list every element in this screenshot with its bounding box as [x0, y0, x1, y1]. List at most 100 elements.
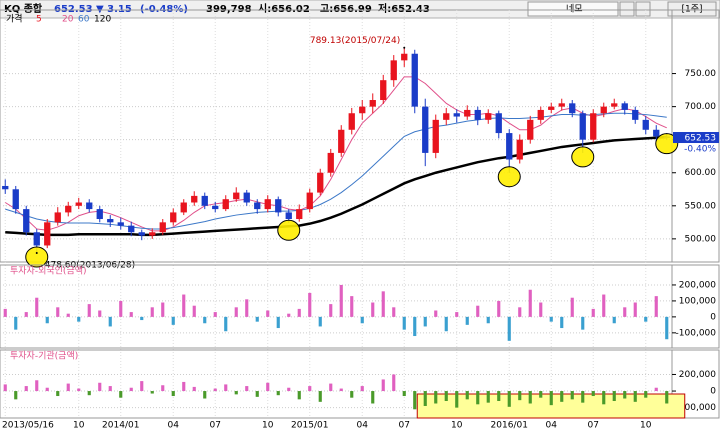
bar	[413, 391, 417, 410]
candle-body	[485, 113, 492, 120]
candle-body	[411, 53, 418, 107]
bar	[98, 310, 102, 317]
bar	[444, 316, 448, 332]
candle-body	[128, 225, 135, 233]
bar	[255, 391, 259, 397]
bar	[654, 387, 658, 392]
bar	[665, 316, 669, 340]
bar	[182, 381, 186, 392]
bar	[287, 387, 291, 392]
candle-body	[170, 212, 177, 223]
bar	[276, 391, 280, 396]
bar	[623, 391, 627, 399]
candle-body	[2, 185, 9, 190]
x-tick-label: 10	[451, 421, 463, 431]
bar	[402, 391, 406, 397]
candle-body	[275, 199, 282, 213]
candle-body	[390, 60, 397, 81]
bar	[360, 386, 364, 392]
bar	[329, 383, 333, 392]
bar	[497, 391, 501, 401]
highlight-circle	[655, 133, 679, 155]
candle-body	[359, 106, 366, 114]
y-tick-label: 750.00	[685, 69, 717, 79]
bar	[644, 391, 648, 398]
bar	[591, 391, 595, 397]
bar	[161, 385, 165, 392]
candle-body	[65, 205, 72, 213]
y-tick-label: 700.00	[685, 102, 717, 112]
candle-body	[464, 109, 471, 117]
bar	[108, 386, 112, 392]
ma-line	[5, 135, 667, 237]
bar	[623, 307, 627, 317]
bar	[528, 289, 532, 317]
candle-body	[443, 113, 450, 120]
bar	[45, 387, 49, 392]
bar	[287, 313, 291, 317]
candle-body	[422, 106, 429, 153]
candle-body	[233, 192, 240, 200]
bar	[245, 299, 249, 317]
bar	[3, 308, 7, 317]
bar	[150, 391, 154, 394]
y-tick-label: 200,000	[679, 280, 716, 290]
highlight-circle	[497, 166, 521, 188]
annotation-point	[403, 46, 406, 49]
bar	[665, 391, 669, 404]
last-price-box	[673, 132, 719, 144]
candle-body	[149, 232, 156, 236]
plot: 500.00550.00600.00650.00700.00750.002013…	[0, 9, 720, 431]
candle-body	[401, 53, 408, 61]
symbol[interactable]: KQ 종합	[4, 2, 43, 15]
highlight-circle	[571, 146, 595, 168]
bar	[371, 302, 375, 317]
legend-label: 60	[78, 15, 90, 25]
candle-body	[653, 129, 660, 137]
y-tick-label: 550.00	[685, 201, 717, 211]
bar	[77, 316, 81, 322]
bar	[234, 307, 238, 317]
candle-body	[317, 172, 324, 193]
scroll-button[interactable]	[635, 1, 651, 17]
bar	[140, 316, 144, 321]
bar	[476, 305, 480, 317]
bar	[465, 316, 469, 325]
bar	[402, 316, 406, 330]
period[interactable]: [1주]	[681, 4, 702, 15]
settings-button[interactable]	[619, 1, 635, 17]
candle-body	[107, 219, 114, 223]
bar	[539, 391, 543, 398]
candle-body	[369, 100, 376, 107]
bar	[434, 310, 438, 317]
bar	[602, 294, 606, 317]
bar	[423, 316, 427, 327]
bar	[318, 391, 322, 402]
candle-body	[348, 113, 355, 130]
bar	[203, 316, 207, 324]
bar	[266, 382, 270, 392]
legend-label: 5	[36, 15, 42, 25]
period-button[interactable]	[667, 1, 717, 17]
annotation-point	[35, 252, 38, 255]
candle-body	[12, 189, 19, 210]
candle-body	[453, 113, 460, 117]
mode-box[interactable]	[527, 1, 619, 17]
panel-title: 투자자-기관(금액)	[10, 350, 78, 362]
candle-body	[516, 139, 523, 160]
bar	[119, 300, 123, 317]
panel-title: 투자자-외국인(금액)	[10, 265, 87, 277]
x-tick-label: 04	[168, 421, 180, 431]
y-tick-label: 0	[710, 387, 716, 397]
mode[interactable]: 네모	[566, 4, 583, 15]
y-tick-label: 200,000	[679, 370, 716, 380]
candle-body	[243, 192, 250, 203]
bar	[560, 316, 564, 329]
candle-body	[86, 202, 93, 210]
bar	[45, 316, 49, 324]
ma-line	[4, 76, 667, 232]
bar	[318, 316, 322, 327]
bar	[381, 379, 385, 392]
